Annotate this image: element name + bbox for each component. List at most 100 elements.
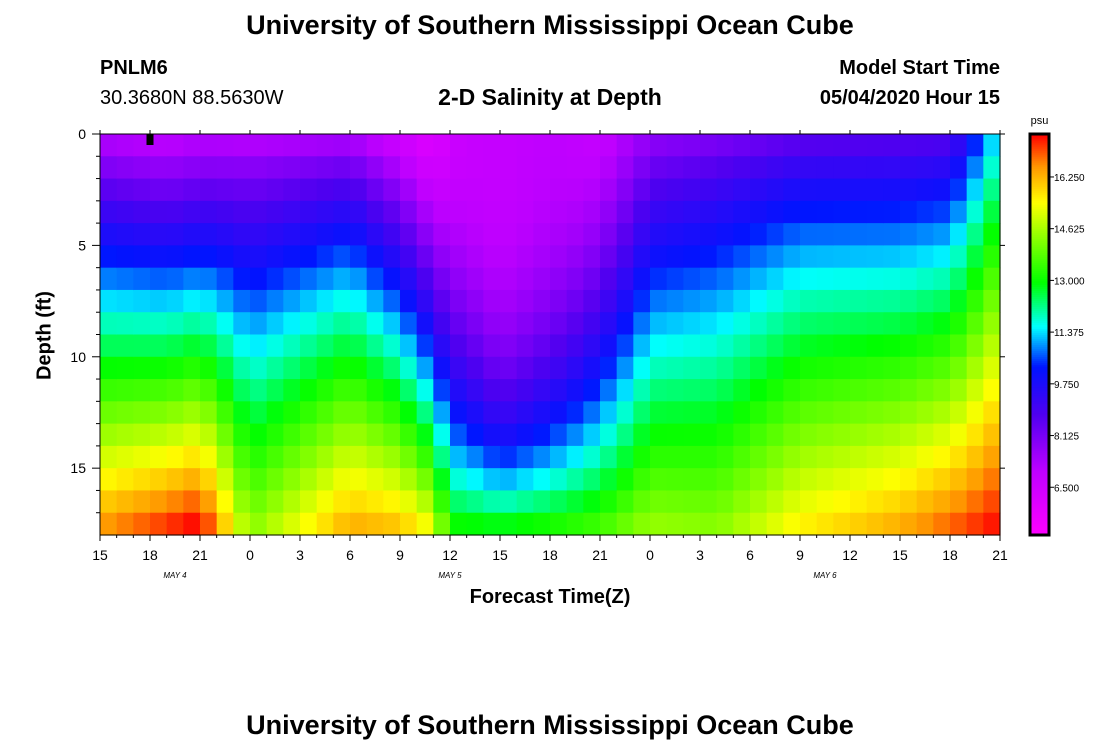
heatmap-cell [116,445,134,469]
x-tick-label: 0 [246,547,254,563]
heatmap-cell [333,423,351,447]
colorbar-segment [1030,502,1049,506]
heatmap-cell [500,445,518,469]
heatmap-cell [133,312,151,336]
heatmap-cell [600,267,618,291]
heatmap-cell [516,490,534,514]
heatmap-cell [566,267,584,291]
colorbar-segment [1030,440,1049,444]
heatmap-cell [400,200,418,224]
heatmap-cell [183,267,201,291]
x-tick-label: 15 [92,547,108,563]
heatmap-cell [666,178,684,202]
heatmap-cell [333,356,351,380]
x-tick-label: 3 [696,547,704,563]
heatmap-cell [616,468,634,492]
heatmap-cell [116,356,134,380]
heatmap-cell [816,200,834,224]
heatmap-cell [366,334,384,358]
heatmap-cell [400,423,418,447]
heatmap-cell [950,289,968,313]
heatmap-cell [800,289,818,313]
heatmap-cell [300,156,318,180]
heatmap-cell [516,512,534,536]
heatmap-cell [150,289,168,313]
colorbar-segment [1030,238,1049,241]
colorbar-segment [1030,496,1049,500]
heatmap-cell [600,356,618,380]
heatmap-cell [616,379,634,402]
colorbar-segment [1030,364,1049,368]
heatmap-cell [300,334,318,358]
heatmap-cell [750,223,768,246]
x-tick-label: 12 [842,547,858,563]
heatmap-cell [933,512,951,536]
colorbar-segment [1030,136,1049,139]
heatmap-cell [866,356,884,380]
heatmap-cell [783,468,801,492]
heatmap-cell [533,289,551,313]
heatmap-cell [683,334,701,358]
heatmap-cell [466,134,484,157]
heatmap-cell [683,289,701,313]
colorbar-segment [1030,400,1049,404]
heatmap-cell [266,312,284,336]
heatmap-cell [583,423,601,447]
heatmap-cell [716,490,734,514]
heatmap-cell [633,223,651,246]
heatmap-cell [900,334,918,358]
colorbar-segment [1030,236,1049,239]
heatmap-cell [183,223,201,246]
heatmap-cell [816,490,834,514]
heatmap-cell [216,401,234,425]
heatmap-cell [483,423,501,447]
heatmap-cell [733,445,751,469]
colorbar-segment [1030,352,1049,356]
colorbar-segment [1030,476,1049,480]
heatmap-cell [533,445,551,469]
heatmap-cell [333,245,351,269]
heatmap-cell [150,423,168,447]
colorbar-segment [1030,516,1049,520]
colorbar-segment [1030,288,1049,291]
heatmap-cell [783,423,801,447]
heatmap-cell [366,200,384,224]
heatmap-cell [466,512,484,536]
heatmap-cell [933,379,951,402]
heatmap-cell [716,178,734,202]
heatmap-cell [700,445,718,469]
heatmap-cell [766,156,784,180]
heatmap-cell [750,267,768,291]
heatmap-cell [700,423,718,447]
heatmap-cell [166,245,184,269]
colorbar-segment [1030,296,1049,299]
heatmap-cell [700,490,718,514]
heatmap-cell [583,267,601,291]
heatmap-cell [783,445,801,469]
heatmap-cell [133,156,151,180]
heatmap-cell [100,312,118,336]
colorbar-segment [1030,486,1049,490]
colorbar-segment [1030,184,1049,187]
colorbar-segment [1030,256,1049,259]
colorbar-segment [1030,356,1049,360]
heatmap-cell [600,156,618,180]
heatmap-cell [900,445,918,469]
heatmap-cell [716,223,734,246]
heatmap-cell [483,134,501,157]
colorbar-segment [1030,498,1049,502]
heatmap-cell [350,356,368,380]
heatmap-cell [133,289,151,313]
heatmap-cell [933,156,951,180]
heatmap-cell [283,156,301,180]
heatmap-cell [666,356,684,380]
x-tick-label: 15 [892,547,908,563]
heatmap-cell [250,423,268,447]
colorbar-segment [1030,334,1049,338]
heatmap-cell [900,379,918,402]
heatmap-cell [966,223,984,246]
heatmap-cell [250,490,268,514]
heatmap-cell [433,468,451,492]
heatmap-cell [966,289,984,313]
heatmap-cell [683,200,701,224]
